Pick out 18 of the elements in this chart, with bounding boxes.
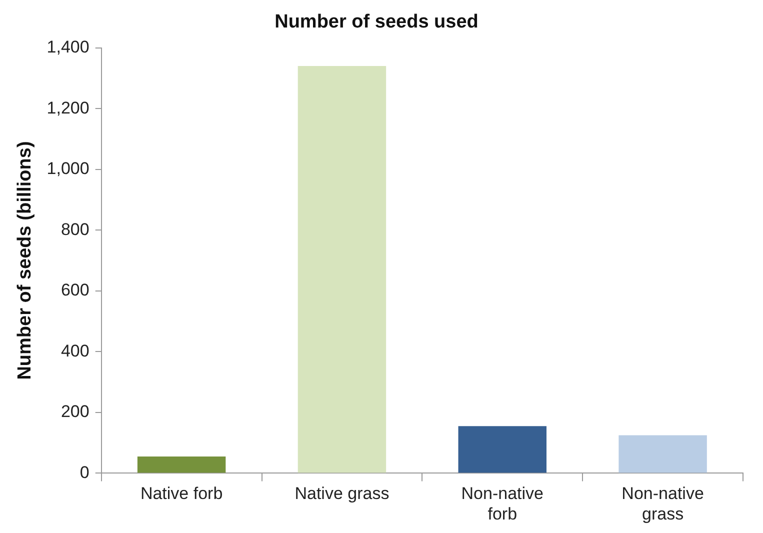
y-tick-label: 0: [80, 462, 90, 482]
x-tick-label: Native forb: [140, 484, 223, 504]
y-tick-label: 1,000: [46, 159, 90, 178]
x-tick-label: Non-native forb: [461, 484, 544, 524]
x-tick-label: Native grass: [294, 484, 390, 504]
bar: [298, 66, 386, 473]
bar: [618, 435, 707, 473]
y-tick-label: 200: [60, 402, 90, 422]
y-tick-label: 800: [60, 220, 90, 239]
bar: [458, 426, 546, 473]
y-axis-title: Number of seeds (billions): [14, 141, 36, 380]
x-tick-label: Non-native grass: [622, 484, 704, 524]
y-tick-label: 1,200: [46, 98, 90, 118]
bar: [137, 456, 226, 473]
y-tick-label: 600: [60, 280, 90, 300]
chart-title: Number of seeds used: [274, 12, 478, 33]
y-tick-label: 400: [60, 341, 90, 360]
y-tick-label: 1,400: [46, 37, 90, 56]
